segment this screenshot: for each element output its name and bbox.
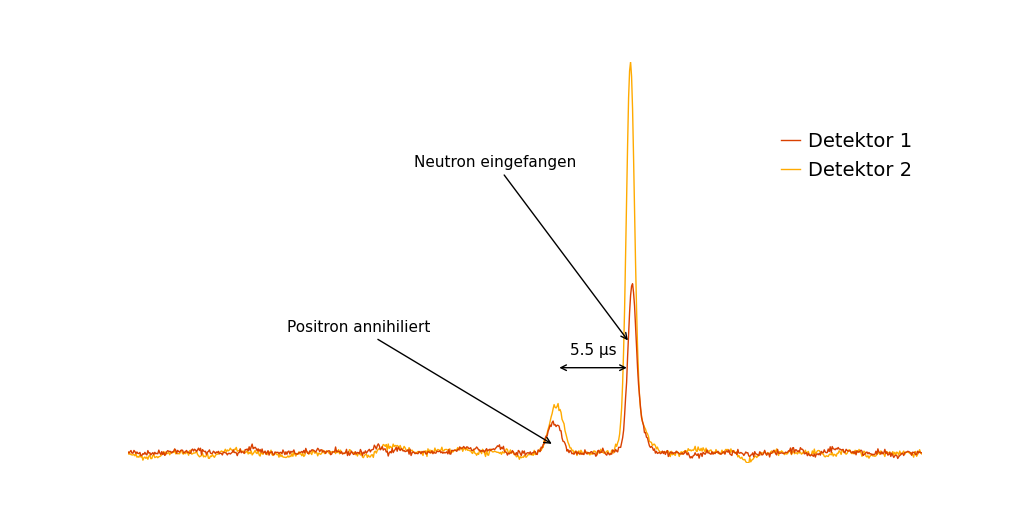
- Detektor 2: [915, 451, 928, 457]
- Detektor 2: [122, 449, 134, 455]
- Detektor 1: [892, 456, 904, 462]
- Detektor 1: [915, 450, 928, 456]
- Line: Detektor 2: Detektor 2: [128, 62, 922, 464]
- Detektor 2: [629, 209, 641, 215]
- Detektor 1: [725, 451, 737, 458]
- Detektor 2: [807, 451, 819, 457]
- Text: Positron annihiliert: Positron annihiliert: [287, 320, 551, 443]
- Detektor 2: [603, 450, 615, 457]
- Detektor 1: [171, 450, 183, 457]
- Detektor 1: [122, 449, 134, 455]
- Legend: Detektor 1, Detektor 2: Detektor 1, Detektor 2: [780, 132, 912, 180]
- Detektor 1: [627, 281, 639, 287]
- Detektor 1: [629, 303, 641, 309]
- Detektor 2: [171, 450, 183, 457]
- Text: Neutron eingefangen: Neutron eingefangen: [414, 155, 627, 339]
- Detektor 1: [806, 452, 818, 458]
- Detektor 1: [603, 452, 615, 458]
- Detektor 2: [625, 59, 637, 65]
- Text: 5.5 μs: 5.5 μs: [569, 343, 616, 358]
- Detektor 1: [583, 450, 595, 456]
- Detektor 2: [742, 461, 755, 467]
- Detektor 2: [583, 449, 595, 456]
- Detektor 2: [725, 446, 737, 452]
- Line: Detektor 1: Detektor 1: [128, 284, 922, 459]
